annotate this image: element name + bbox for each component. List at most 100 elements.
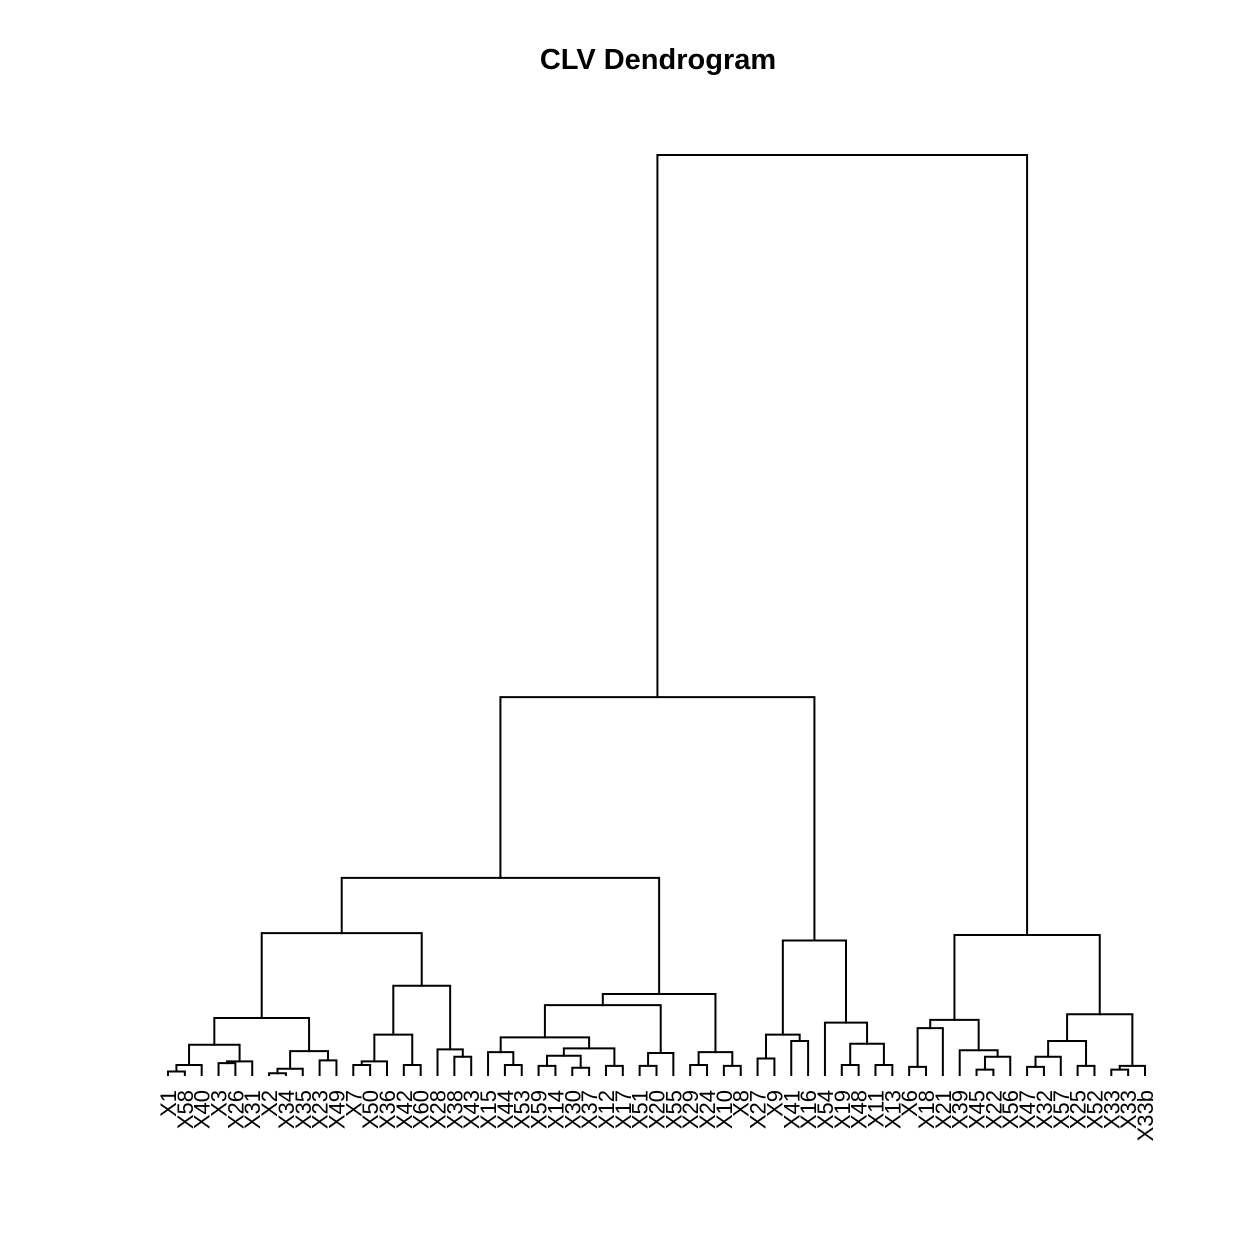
leaf-label-x54: X54	[813, 1090, 838, 1129]
dendrogram-branch-42	[499, 696, 816, 942]
leaf-label-x28: X28	[426, 1090, 451, 1129]
leaf-label-x1: X1	[156, 1090, 181, 1117]
dendrogram-branch-57	[656, 154, 1029, 937]
leaf-label-x17: X17	[611, 1090, 636, 1129]
dendrogram-branch-44	[916, 1027, 944, 1076]
leaf-label-x30: X30	[560, 1090, 585, 1129]
dendrogram-branch-30	[722, 1064, 742, 1076]
leaf-label-x33: X33	[1116, 1090, 1141, 1129]
dendrogram-branch-56	[953, 934, 1101, 1021]
leaf-label-x22: X22	[981, 1090, 1006, 1129]
dendrogram-branch-37	[840, 1064, 860, 1076]
leaf-label-x58: X58	[173, 1090, 198, 1129]
dendrogram-branch-9	[213, 1016, 311, 1053]
leaf-label-x47: X47	[1015, 1090, 1040, 1129]
leaf-label-x50: X50	[358, 1090, 383, 1129]
dendrogram-branch-40	[823, 1021, 869, 1076]
dendrogram-branch-33	[340, 876, 661, 996]
leaf-label-x13: X13	[880, 1090, 905, 1129]
leaf-label-x3: X3	[207, 1090, 232, 1117]
leaf-label-x57: X57	[1049, 1090, 1074, 1129]
dendrogram-branch-23	[604, 1064, 624, 1076]
dendrogram-branch-10	[352, 1064, 372, 1076]
leaf-label-x10: X10	[712, 1090, 737, 1129]
leaf-label-x6: X6	[897, 1090, 922, 1117]
leaf-label-x14: X14	[543, 1090, 568, 1129]
leaf-label-x16: X16	[796, 1090, 821, 1129]
dendrogram-branch-11	[360, 1060, 388, 1076]
dendrogram-branch-25	[499, 1036, 591, 1054]
dendrogram-branch-48	[929, 1018, 980, 1052]
leaf-label-x51: X51	[628, 1090, 653, 1129]
leaf-label-x21: X21	[931, 1090, 956, 1129]
dendrogram-branch-52	[1047, 1040, 1088, 1067]
dendrogram-branch-2	[217, 1062, 237, 1076]
dendrogram-branch-21	[571, 1066, 591, 1076]
leaf-label-x40: X40	[190, 1090, 215, 1129]
leaf-label-x31: X31	[240, 1090, 265, 1129]
leaf-label-x20: X20	[645, 1090, 670, 1129]
dendrogram-branch-20	[537, 1064, 557, 1076]
leaf-label-x42: X42	[392, 1090, 417, 1129]
leaf-label-x23: X23	[308, 1090, 333, 1129]
dendrogram-branch-1	[175, 1064, 203, 1076]
dendrogram-branch-16	[392, 984, 452, 1051]
dendrogram-branch-24	[562, 1047, 616, 1067]
leaf-label-x44: X44	[493, 1090, 518, 1129]
leaf-label-x33b: X33b	[1133, 1090, 1158, 1141]
leaf-label-x35: X35	[291, 1090, 316, 1129]
leaf-label-x33: X33	[1099, 1090, 1124, 1129]
leaf-label-x24: X24	[695, 1090, 720, 1129]
dendrogram-branch-41	[781, 939, 848, 1036]
dendrogram-branch-35	[790, 1040, 810, 1076]
leaf-label-x37: X37	[577, 1090, 602, 1129]
dendrogram-branch-7	[318, 1059, 338, 1076]
leaf-label-x53: X53	[510, 1090, 535, 1129]
dendrogram-branch-46	[983, 1055, 1012, 1076]
leaf-label-x2: X2	[257, 1090, 282, 1117]
dendrogram-branch-31	[697, 1051, 734, 1067]
leaf-label-x7: X7	[341, 1090, 366, 1117]
dendrogram-branch-12	[402, 1064, 422, 1076]
dendrogram-branch-38	[874, 1064, 894, 1076]
chart-title: CLV Dendrogram	[540, 44, 776, 76]
leaf-label-x26: X26	[223, 1090, 248, 1129]
leaf-label-x29: X29	[678, 1090, 703, 1129]
dendrogram-branch-51	[1076, 1064, 1096, 1076]
dendrogram-branch-14	[453, 1055, 473, 1076]
dendrogram-branch-50	[1034, 1055, 1062, 1076]
leaf-label-x19: X19	[830, 1090, 855, 1129]
dendrogram-branch-43	[908, 1065, 928, 1076]
leaf-label-x9: X9	[762, 1090, 787, 1117]
leaf-label-x43: X43	[459, 1090, 484, 1129]
dendrogram-branch-32	[601, 993, 717, 1054]
leaf-label-x49: X49	[324, 1090, 349, 1129]
dendrogram-branch-39	[849, 1042, 885, 1067]
leaf-label-x11: X11	[863, 1090, 888, 1128]
leaf-label-x59: X59	[527, 1090, 552, 1129]
leaf-label-x55: X55	[661, 1090, 686, 1129]
leaf-label-x38: X38	[442, 1090, 467, 1129]
leaf-label-x45: X45	[965, 1090, 990, 1129]
dendrogram-branch-47	[958, 1049, 999, 1076]
leaf-label-x32: X32	[1032, 1090, 1057, 1129]
leaf-label-x25: X25	[1066, 1090, 1091, 1129]
leaf-label-x56: X56	[998, 1090, 1023, 1129]
leaf-label-x48: X48	[847, 1090, 872, 1129]
dendrogram-leaf-labels: X1X58X40X3X26X31X2X34X35X23X49X7X50X36X4…	[156, 1090, 1158, 1141]
dendrogram-branch-28	[543, 1004, 662, 1055]
leaf-label-x18: X18	[914, 1090, 939, 1129]
dendrogram-branch-17	[260, 932, 423, 1019]
leaf-label-x52: X52	[1082, 1090, 1107, 1129]
leaf-label-x41: X41	[779, 1090, 804, 1129]
dendrogram-branch-34	[756, 1057, 776, 1076]
leaf-label-x60: X60	[409, 1090, 434, 1129]
leaf-label-x27: X27	[746, 1090, 771, 1129]
dendrogram-branch-27	[647, 1052, 675, 1076]
dendrogram-branch-18	[503, 1064, 523, 1076]
dendrogram-branch-29	[689, 1064, 709, 1076]
dendrogram-branch-36	[764, 1033, 801, 1060]
dendrogram-branch-49	[1026, 1065, 1045, 1076]
leaf-label-x36: X36	[375, 1090, 400, 1129]
